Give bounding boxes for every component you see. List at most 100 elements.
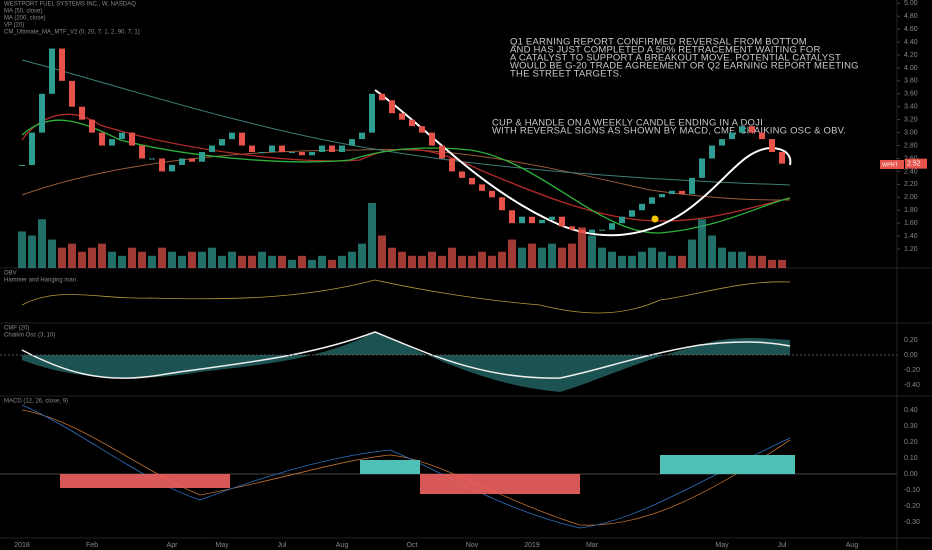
volume-bar — [158, 247, 166, 268]
candle-body — [509, 210, 515, 224]
candle-body — [319, 145, 325, 153]
volume-bar — [638, 251, 646, 268]
x-tick-label: Feb — [86, 542, 98, 549]
candle-body — [699, 158, 705, 178]
volume-bar — [518, 247, 526, 268]
last-price-label: 2.52 — [907, 161, 921, 168]
volume-bar — [348, 251, 356, 268]
candle-body — [129, 132, 135, 146]
candle-body — [409, 119, 415, 127]
volume-bar — [748, 255, 756, 268]
legend-entry: MA (50, close) — [4, 9, 42, 15]
volume-bar — [308, 259, 316, 268]
volume-bar — [498, 251, 506, 268]
volume-bar — [758, 255, 766, 268]
volume-bar — [68, 243, 76, 268]
y-tick-label: 0.10 — [904, 455, 918, 462]
volume-bar — [388, 247, 396, 268]
annotation: Q1 EARNING REPORT CONFIRMED REVERSAL FRO… — [510, 37, 807, 48]
candle-body — [489, 190, 495, 198]
candle-body — [629, 210, 635, 217]
macd-bars — [360, 460, 420, 474]
candle-body — [379, 93, 385, 101]
candle-body — [519, 216, 525, 224]
candle-body — [569, 226, 575, 230]
annotation: A CATALYST TO SUPPORT A BREAKOUT MOVE. P… — [510, 53, 841, 64]
volume-bar — [288, 259, 296, 268]
volume-bar — [428, 251, 436, 268]
ticker-label: WPRT — [882, 162, 899, 168]
y-tick-label: 5.00 — [904, 0, 918, 7]
y-tick-label: 3.40 — [904, 104, 918, 111]
candle-body — [109, 139, 115, 146]
candle-body — [429, 132, 435, 146]
y-tick-label: 4.20 — [904, 52, 918, 59]
candle-body — [449, 158, 455, 172]
y-tick-label: -0.20 — [904, 367, 920, 374]
candle-body — [169, 164, 175, 172]
x-tick-label: Aug — [846, 542, 859, 549]
candle-body — [59, 48, 65, 81]
x-tick-label: 2019 — [524, 542, 540, 549]
volume-bar — [328, 259, 336, 268]
x-tick-label: May — [215, 542, 229, 549]
x-tick-label: Jul — [278, 542, 287, 549]
y-tick-label: 4.40 — [904, 39, 918, 46]
volume-bar — [728, 251, 736, 268]
x-tick-label: Apr — [167, 542, 179, 549]
volume-bar — [488, 255, 496, 268]
volume-bar — [198, 251, 206, 268]
candle-body — [29, 132, 35, 165]
cmf-area — [22, 332, 790, 392]
y-tick-label: -0.30 — [904, 519, 920, 526]
volume-bar — [248, 255, 256, 268]
volume-bar — [118, 255, 126, 268]
candle-body — [719, 139, 725, 146]
candle-body — [689, 177, 695, 195]
y-tick-label: -0.10 — [904, 487, 920, 494]
volume-bar — [658, 251, 666, 268]
volume-bar — [578, 227, 586, 268]
chaikin-line — [21, 331, 791, 379]
ticker-badge — [880, 160, 904, 169]
volume-bar — [298, 255, 306, 268]
candle-body — [299, 152, 305, 156]
volume-bar — [88, 247, 96, 268]
y-tick-label: 3.80 — [904, 78, 918, 85]
candle-body — [39, 93, 45, 133]
signal-line — [21, 409, 791, 526]
y-tick-label: -0.20 — [904, 503, 920, 510]
candle-body — [709, 145, 715, 159]
candle-body — [189, 158, 195, 162]
volume-bar — [268, 255, 276, 268]
annotation: WITH REVERSAL SIGNS AS SHOWN BY MACD, CM… — [492, 126, 846, 137]
candle-body — [179, 158, 185, 165]
volume-bar — [778, 259, 786, 268]
volume-bar — [378, 235, 386, 268]
legend-entry: VP (20) — [4, 23, 24, 29]
y-tick-label: 3.60 — [904, 91, 918, 98]
candle-body — [659, 194, 665, 198]
pane-subtitle: Chaikin Osc (3, 10) — [4, 333, 55, 339]
y-tick-label: -0.40 — [904, 382, 920, 389]
candle-body — [359, 132, 365, 140]
volume-bar — [568, 243, 576, 268]
y-tick-label: 0.00 — [904, 352, 918, 359]
candle-body — [649, 197, 655, 204]
volume-bar — [548, 243, 556, 268]
candle-body — [549, 216, 555, 220]
volume-bar — [678, 255, 686, 268]
volume-bar — [468, 255, 476, 268]
x-tick-label: Oct — [407, 542, 418, 549]
candle-body — [469, 177, 475, 185]
candle-body — [479, 184, 485, 191]
candle-body — [419, 126, 425, 133]
y-tick-label: 2.80 — [904, 142, 918, 149]
candle-body — [459, 171, 465, 178]
volume-bar — [628, 255, 636, 268]
macd-histogram — [60, 474, 580, 494]
candle-body — [229, 132, 235, 140]
x-tick-label: Mar — [586, 542, 599, 549]
volume-bar — [618, 255, 626, 268]
